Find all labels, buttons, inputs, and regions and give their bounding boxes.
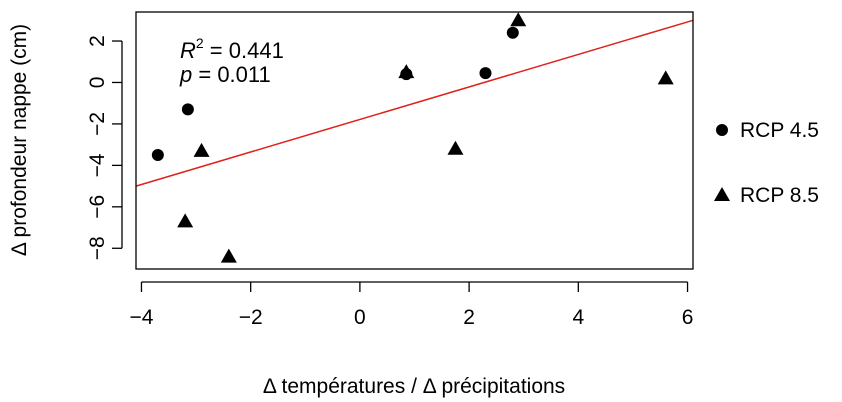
point-rcp45-0 [151, 149, 164, 162]
x-tick-label: 6 [682, 306, 694, 329]
legend-label: RCP 8.5 [740, 184, 819, 207]
x-tick-label: 4 [572, 306, 584, 329]
point-rcp85-2 [220, 248, 237, 263]
y-tick-label: −8 [86, 236, 109, 260]
x-axis: −4 −2 0 2 4 6 [129, 281, 694, 329]
y-tick-label: 0 [86, 77, 109, 89]
legend-triangle-icon [714, 187, 730, 201]
x-axis-label: Δ températures / Δ précipitations [263, 375, 565, 398]
point-rcp85-3 [398, 64, 415, 79]
x-tick-label: −4 [129, 306, 153, 329]
y-tick-label: 2 [86, 35, 109, 47]
p-value-label: p = 0.011 [179, 62, 271, 87]
y-axis-label: Δ profondeur nappe (cm) [8, 24, 31, 256]
legend-label: RCP 4.5 [740, 119, 819, 142]
r-squared-label: R2 = 0.441 [180, 35, 284, 63]
point-rcp85-0 [177, 213, 194, 228]
point-rcp45-4 [506, 26, 519, 39]
point-rcp85-6 [657, 70, 674, 85]
point-rcp85-1 [193, 142, 210, 157]
stats-annotation: R2 = 0.441 p = 0.011 [179, 35, 284, 87]
point-rcp45-1 [181, 103, 194, 116]
legend: RCP 4.5 RCP 8.5 [714, 119, 819, 207]
y-tick-label: −6 [86, 195, 109, 219]
points-layer [151, 12, 674, 263]
regression-line [135, 19, 694, 187]
regression-layer [135, 19, 694, 187]
x-tick-label: 0 [354, 306, 366, 329]
point-rcp45-3 [479, 67, 492, 80]
point-rcp85-5 [510, 12, 527, 27]
point-rcp85-4 [447, 140, 464, 155]
y-axis: −8 −6 −4 −2 0 2 [86, 35, 123, 260]
y-tick-label: −2 [86, 112, 109, 136]
y-tick-label: −4 [86, 153, 109, 177]
legend-circle-icon [716, 124, 728, 136]
x-tick-label: 2 [463, 306, 475, 329]
plot-frame [135, 11, 694, 270]
x-tick-label: −2 [239, 306, 263, 329]
